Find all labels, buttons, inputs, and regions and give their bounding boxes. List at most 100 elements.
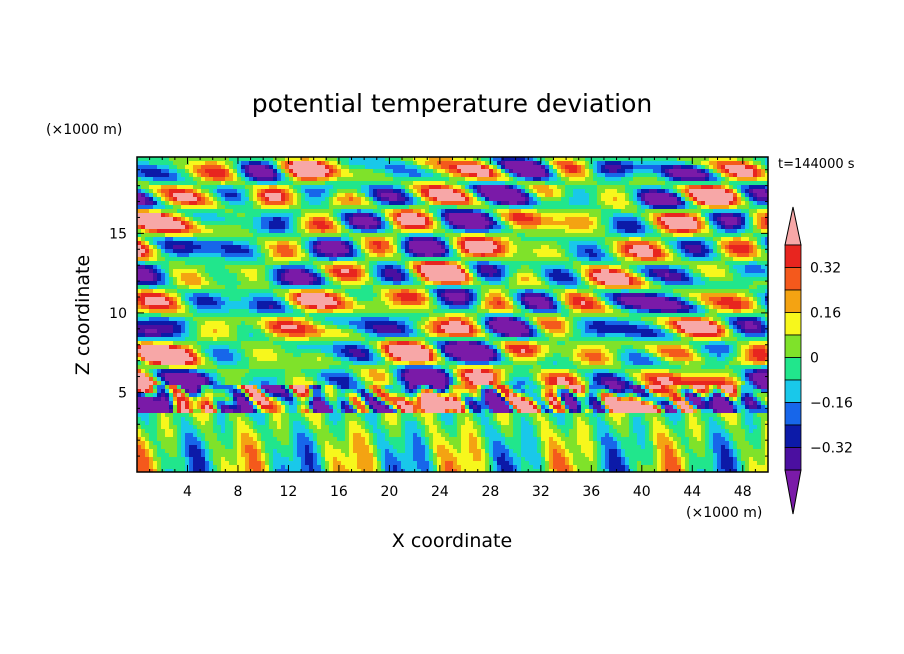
field-cell <box>697 197 702 202</box>
field-cell <box>617 161 622 166</box>
field-cell <box>593 157 598 162</box>
field-cell <box>313 177 318 182</box>
field-cell <box>497 161 502 166</box>
field-cell <box>433 229 438 234</box>
field-cell <box>497 261 502 266</box>
field-cell <box>329 241 334 246</box>
field-cell <box>193 249 198 254</box>
field-cell <box>569 261 574 266</box>
field-cell <box>461 261 466 266</box>
field-cell <box>417 237 422 242</box>
field-cell <box>405 217 410 222</box>
field-cell <box>581 169 586 174</box>
field-cell <box>137 233 142 238</box>
field-cell <box>613 233 618 238</box>
field-cell <box>613 257 618 262</box>
field-cell <box>689 213 694 218</box>
field-cell <box>333 157 338 162</box>
field-cell <box>485 237 490 242</box>
field-cell <box>593 237 598 242</box>
field-cell <box>525 253 530 258</box>
field-cell <box>497 189 502 194</box>
field-cell <box>261 225 266 230</box>
field-cell <box>185 245 190 250</box>
field-cell <box>741 257 746 262</box>
field-cell <box>309 245 314 250</box>
field-cell <box>485 209 490 214</box>
field-cell <box>465 237 470 242</box>
field-cell <box>733 197 738 202</box>
field-cell <box>333 193 338 198</box>
field-cell <box>549 189 554 194</box>
field-cell <box>137 181 142 186</box>
field-cell <box>497 253 502 258</box>
field-cell <box>233 273 238 278</box>
field-cell <box>393 173 398 178</box>
field-cell <box>313 281 318 286</box>
field-cell <box>517 161 522 166</box>
field-cell <box>233 261 238 266</box>
field-cell <box>745 273 750 278</box>
field-cell <box>249 277 254 282</box>
field-cell <box>369 209 374 214</box>
field-cell <box>365 181 370 186</box>
field-cell <box>461 165 466 170</box>
field-cell <box>301 245 306 250</box>
field-cell <box>425 181 430 186</box>
field-cell <box>281 169 286 174</box>
field-cell <box>213 261 218 266</box>
field-cell <box>337 277 342 282</box>
field-cell <box>545 273 550 278</box>
field-cell <box>677 241 682 246</box>
field-cell <box>309 189 314 194</box>
field-cell <box>445 233 450 238</box>
field-cell <box>341 197 346 202</box>
field-cell <box>309 229 314 234</box>
field-cell <box>505 213 510 218</box>
field-cell <box>645 237 650 242</box>
field-cell <box>425 249 430 254</box>
field-cell <box>413 189 418 194</box>
field-cell <box>433 241 438 246</box>
field-cell <box>721 165 726 170</box>
field-cell <box>501 273 506 278</box>
field-cell <box>153 233 158 238</box>
field-cell <box>137 273 142 278</box>
field-cell <box>737 261 742 266</box>
field-cell <box>545 177 550 182</box>
field-cell <box>733 229 738 234</box>
field-cell <box>477 217 482 222</box>
field-cell <box>217 253 222 258</box>
field-cell <box>629 221 634 226</box>
field-cell <box>157 169 162 174</box>
field-cell <box>141 161 146 166</box>
field-cell <box>321 213 326 218</box>
field-cell <box>501 245 506 250</box>
field-cell <box>749 205 754 210</box>
field-cell <box>201 241 206 246</box>
field-cell <box>541 165 546 170</box>
field-cell <box>733 205 738 210</box>
field-cell <box>521 201 526 206</box>
field-cell <box>625 249 630 254</box>
field-cell <box>549 237 554 242</box>
field-cell <box>653 249 658 254</box>
field-cell <box>153 197 158 202</box>
field-cell <box>285 161 290 166</box>
field-cell <box>745 185 750 190</box>
field-cell <box>465 221 470 226</box>
field-cell <box>333 165 338 170</box>
field-cell <box>277 237 282 242</box>
field-cell <box>637 277 642 282</box>
field-cell <box>641 241 646 246</box>
field-cell <box>149 213 154 218</box>
field-cell <box>733 217 738 222</box>
field-cell <box>493 273 498 278</box>
field-cell <box>697 249 702 254</box>
field-cell <box>605 245 610 250</box>
field-cell <box>697 173 702 178</box>
field-cell <box>301 253 306 258</box>
field-cell <box>157 281 162 286</box>
field-cell <box>725 157 730 162</box>
field-cell <box>477 189 482 194</box>
